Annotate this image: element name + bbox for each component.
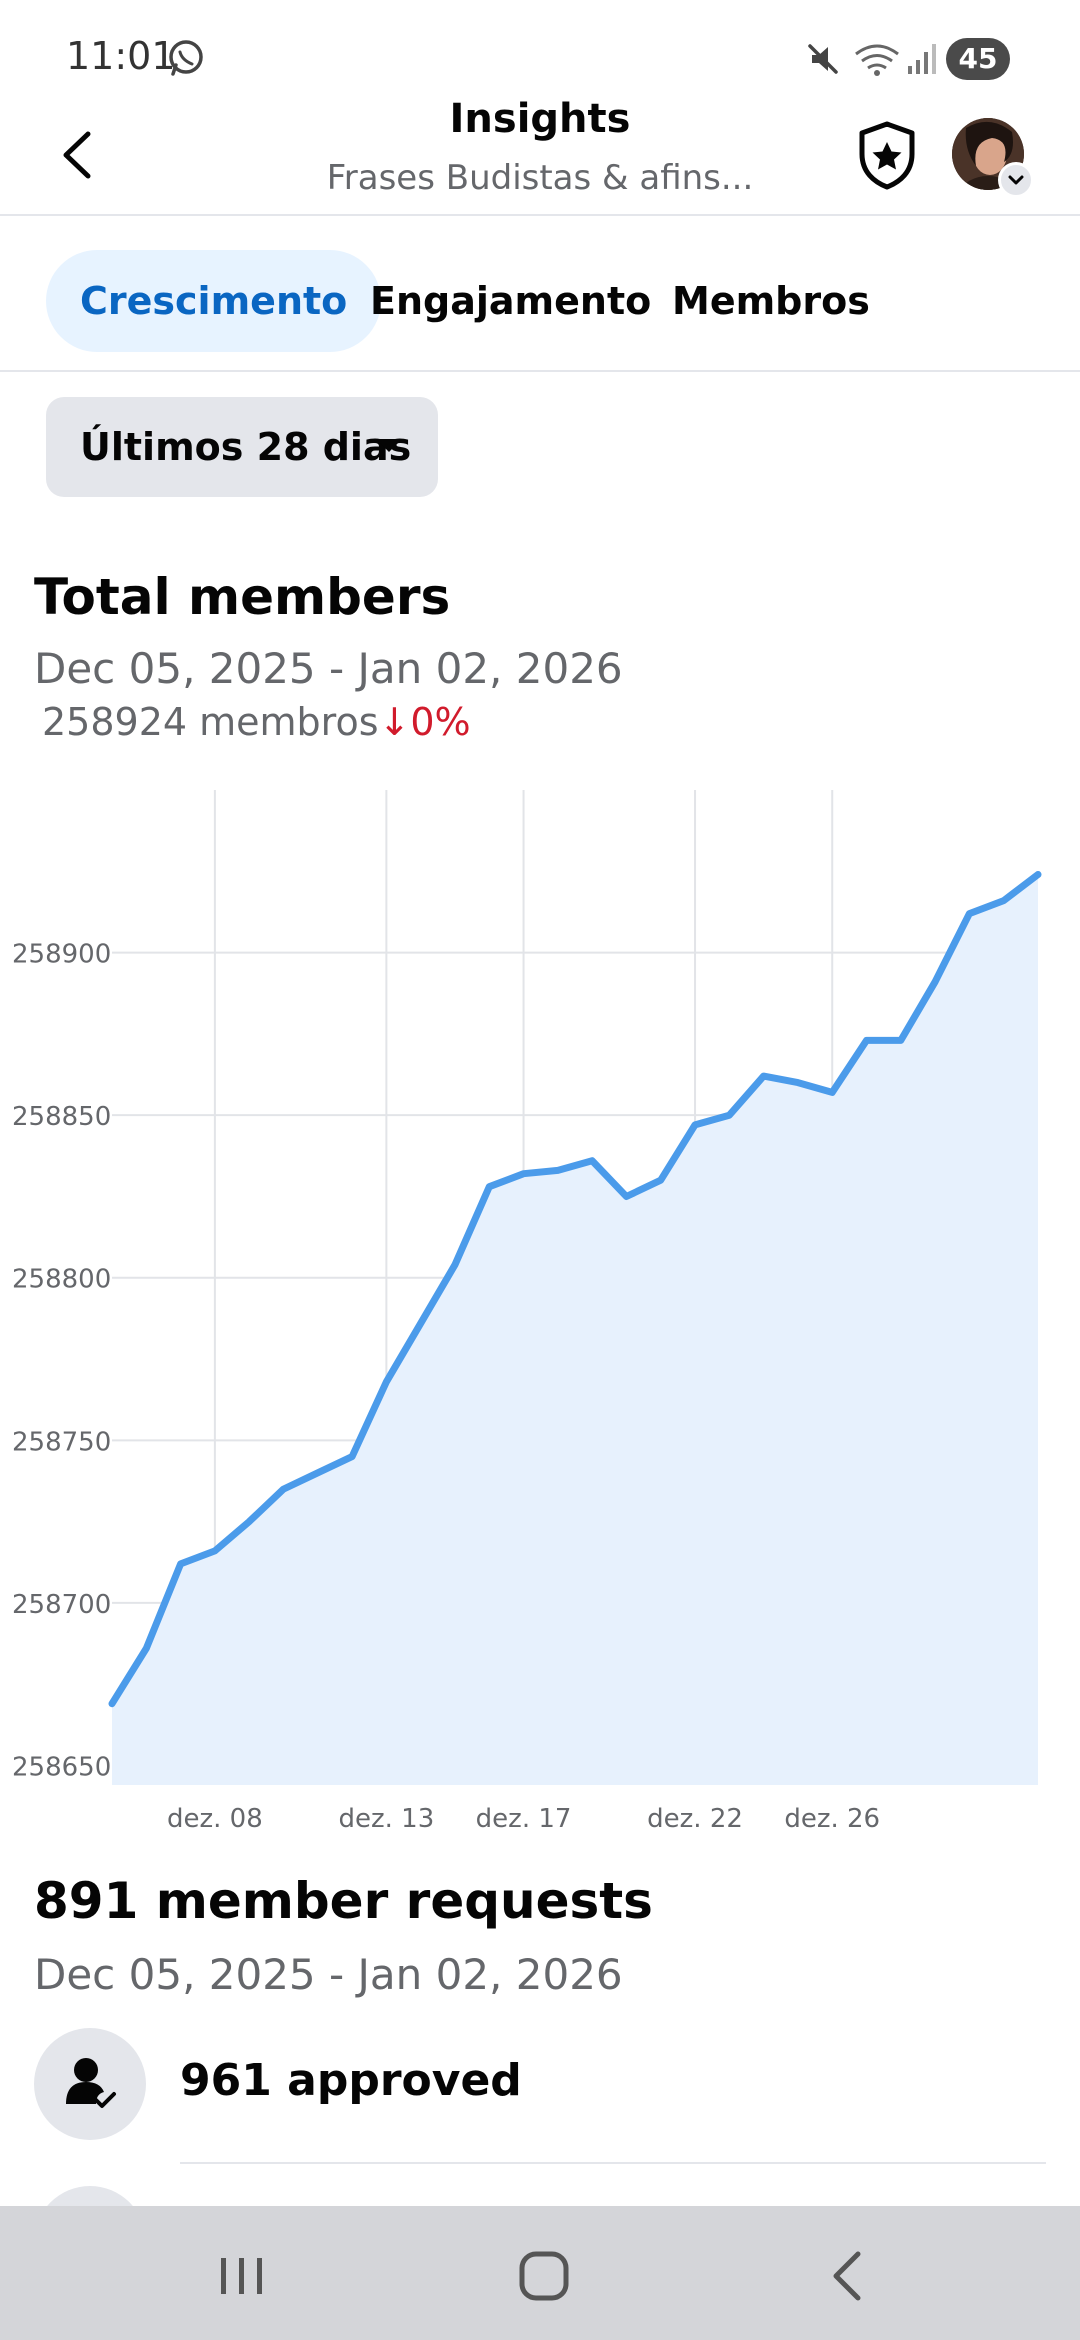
group-name: Frases Budistas & afins... bbox=[326, 158, 754, 198]
date-range-label: Últimos 28 dias bbox=[80, 425, 412, 469]
member-requests-date-range: Dec 05, 2025 - Jan 02, 2026 bbox=[34, 1950, 623, 1999]
system-nav-bar bbox=[0, 2206, 1080, 2340]
y-axis-ticks: 258650 258700 258750 258800 258850 258900 bbox=[12, 940, 111, 1783]
account-switch-badge[interactable] bbox=[998, 162, 1034, 198]
y-tick-label: 258850 bbox=[12, 1102, 111, 1132]
total-members-title: Total members bbox=[34, 568, 451, 626]
series-line bbox=[108, 871, 1042, 1708]
caret-down-icon bbox=[376, 439, 402, 452]
members-count: 258924 membros bbox=[42, 700, 379, 744]
members-change: 0% bbox=[410, 700, 471, 744]
x-tick-label: dez. 13 bbox=[338, 1804, 434, 1834]
approved-user-icon bbox=[34, 2028, 146, 2140]
date-range-dropdown[interactable]: Últimos 28 dias bbox=[46, 397, 438, 497]
total-members-chart: 258650 258700 258750 258800 258850 258900 dez… bbox=[12, 790, 1042, 1834]
signal-icon bbox=[908, 44, 936, 74]
mute-icon bbox=[808, 44, 838, 74]
tab-membros[interactable]: Membros bbox=[672, 279, 870, 323]
series-area bbox=[112, 874, 1038, 1785]
x-tick-label: dez. 26 bbox=[784, 1804, 880, 1834]
x-axis-ticks: dez. 08 dez. 13 dez. 17 dez. 22 dez. 26 bbox=[167, 1804, 880, 1834]
back-button[interactable] bbox=[44, 120, 114, 190]
members-count-line: 258924 membros↓0% bbox=[42, 700, 471, 744]
x-tick-label: dez. 22 bbox=[647, 1804, 743, 1834]
admin-shield-button[interactable] bbox=[852, 118, 922, 192]
request-row-divider bbox=[180, 2162, 1046, 2164]
x-tick-label: dez. 17 bbox=[476, 1804, 572, 1834]
whatsapp-icon bbox=[169, 40, 203, 76]
x-tick-label: dez. 08 bbox=[167, 1804, 263, 1834]
page-title: Insights bbox=[449, 96, 631, 142]
arrow-down-icon: ↓ bbox=[378, 700, 411, 744]
wifi-icon bbox=[855, 44, 899, 76]
chevron-down-icon bbox=[1008, 175, 1024, 185]
status-time: 11:01 bbox=[66, 34, 176, 78]
tabs-divider bbox=[0, 370, 1080, 372]
back-icon[interactable] bbox=[768, 2206, 928, 2340]
y-tick-label: 258700 bbox=[12, 1590, 111, 1620]
approved-count-label[interactable]: 961 approved bbox=[180, 2055, 522, 2106]
header-divider bbox=[0, 214, 1080, 216]
tab-crescimento[interactable]: Crescimento bbox=[46, 250, 382, 352]
y-tick-label: 258650 bbox=[12, 1752, 111, 1782]
home-icon[interactable] bbox=[464, 2206, 624, 2340]
y-tick-label: 258800 bbox=[12, 1265, 111, 1295]
y-tick-label: 258750 bbox=[12, 1427, 111, 1457]
recents-icon[interactable] bbox=[162, 2206, 322, 2340]
battery-icon: 45 bbox=[946, 38, 1010, 80]
status-bar: 11:01 45 bbox=[0, 0, 1080, 110]
total-members-date-range: Dec 05, 2025 - Jan 02, 2026 bbox=[34, 644, 623, 693]
y-tick-label: 258900 bbox=[12, 940, 111, 970]
tab-engajamento[interactable]: Engajamento bbox=[370, 279, 652, 323]
member-requests-title: 891 member requests bbox=[34, 1872, 653, 1930]
